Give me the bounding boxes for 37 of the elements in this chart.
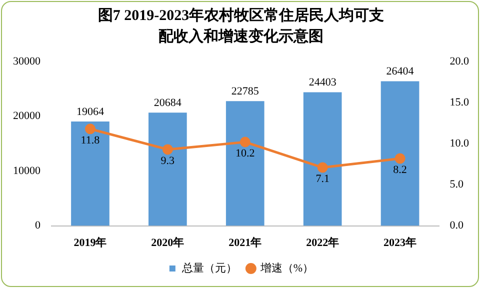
y2-tick-label: 15.0 (450, 96, 470, 109)
y-tick-label: 0 (35, 220, 41, 232)
y2-tick-label: 10.0 (450, 138, 470, 150)
point (240, 136, 250, 148)
point (394, 153, 406, 164)
data-label: 24403 (308, 76, 337, 89)
data-label: 20684 (154, 96, 182, 109)
data-label: 22785 (231, 85, 260, 98)
y2-tick-label: 5.0 (450, 178, 464, 191)
y2-tick-label: 20.0 (450, 55, 470, 68)
legend-label: 总量（元） (180, 261, 237, 274)
point (317, 162, 328, 173)
point (84, 124, 96, 134)
y-tick-label: 20000 (13, 110, 41, 122)
data-label: 7.1 (316, 172, 330, 185)
bar (226, 101, 264, 226)
data-label: 10.2 (236, 147, 255, 160)
x-tick-label: 2019年 (74, 236, 107, 250)
bar (380, 81, 420, 226)
data-label: 19064 (76, 106, 104, 118)
bar (148, 112, 187, 226)
x-tick-label: 2020年 (151, 236, 184, 250)
y2-tick-label: 0.0 (450, 220, 464, 232)
legend-label: 增速（%） (259, 261, 314, 274)
data-label: 11.8 (80, 134, 100, 146)
data-label: 26404 (386, 66, 414, 78)
x-tick-label: 2021年 (228, 236, 262, 250)
y-tick-label: 30000 (13, 55, 41, 68)
y-tick-label: 10000 (13, 164, 41, 177)
data-label: 8.2 (393, 164, 407, 176)
x-tick-label: 2023年 (384, 236, 417, 250)
point (162, 144, 173, 155)
bar (303, 92, 342, 226)
x-tick-label: 2022年 (306, 236, 340, 250)
bar (71, 121, 110, 226)
data-label: 9.3 (160, 154, 176, 167)
chart-title: 图7 2019-2023年农村牧区常住居民人均可支配收入和增速变化示意图 (97, 6, 385, 47)
